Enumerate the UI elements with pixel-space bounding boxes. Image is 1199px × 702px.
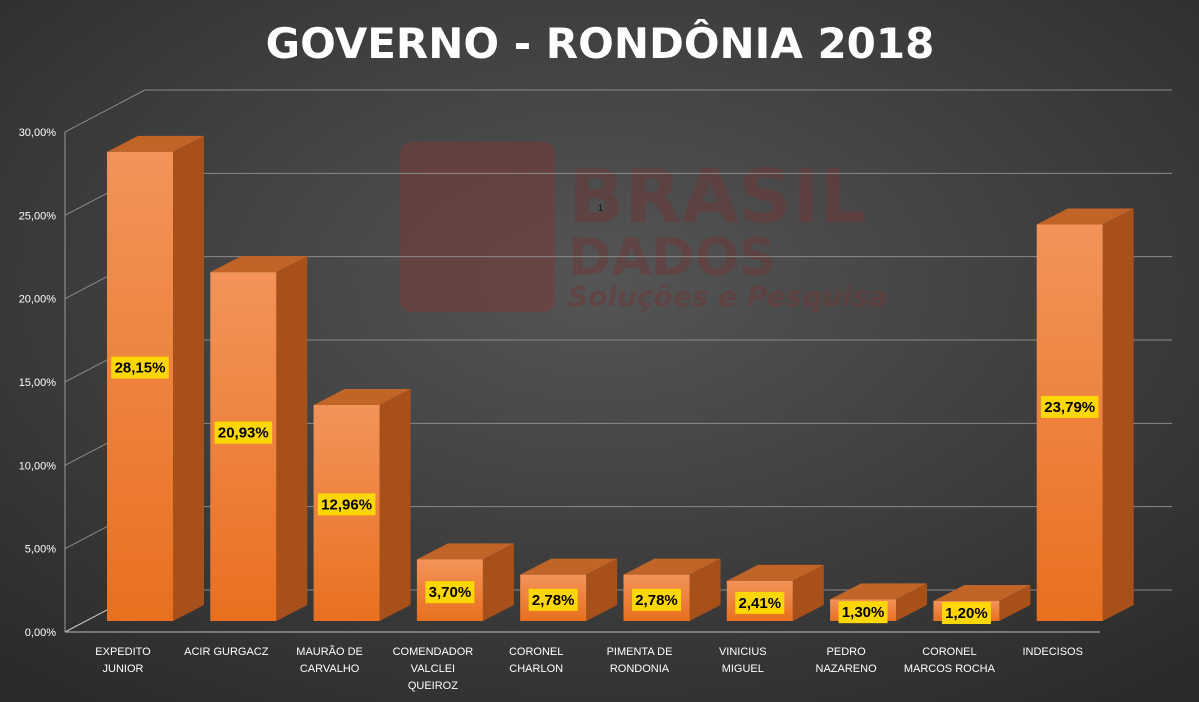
data-label-bg [1040, 395, 1099, 418]
x-tick-label: MAURÃO DE [296, 645, 363, 658]
bar: 2,41% [726, 564, 824, 621]
bar-side [482, 543, 514, 621]
data-label-bg [632, 588, 681, 611]
watermark-line1: BRASIL [568, 154, 867, 240]
y-tick-label: 10,00% [19, 460, 57, 472]
data-label: 1,30% [842, 604, 885, 621]
bar: 1,30% [830, 583, 928, 624]
data-label: 3,70% [429, 584, 472, 601]
bar: 12,96% [313, 389, 411, 621]
data-label-bg [317, 493, 376, 516]
bar: 2,78% [520, 558, 618, 621]
x-tick-label: INDECISOS [1022, 646, 1083, 658]
data-label-bg [735, 591, 785, 614]
bar-front [210, 272, 277, 621]
y-axis: 0,00% 5,00% 10,00% 15,00% 20,00% 25,00% 30,00% [19, 127, 57, 639]
bar: 20,93% [210, 256, 308, 621]
watermark-line2: DADOS [568, 228, 776, 288]
y-tick-label: 15,00% [19, 377, 57, 389]
data-label-bg [111, 356, 169, 379]
bar-top [830, 583, 928, 600]
gridline-depth [64, 89, 146, 133]
bar-side [586, 558, 618, 621]
bar: 1,20% [933, 585, 1031, 624]
bar-top [210, 256, 308, 273]
data-label-bg [838, 601, 888, 624]
bar-top [416, 543, 514, 560]
data-label-bg [214, 421, 273, 444]
bar-side [1102, 208, 1134, 621]
y-tick-label: 0,00% [25, 627, 56, 639]
bar-top [933, 585, 1031, 601]
x-tick-label: PEDRO [827, 646, 867, 658]
bar-top [313, 389, 411, 405]
x-tick-label: RONDONIA [610, 663, 670, 675]
bar-top [107, 135, 204, 152]
x-tick-label: QUEIROZ [408, 680, 458, 692]
y-tick-label: 25,00% [19, 210, 57, 222]
x-axis: EXPEDITO JUNIOR ACIR GURGACZ MAURÃO DE CARVA… [95, 645, 1083, 692]
x-tick-label: JUNIOR [103, 663, 144, 675]
bar-side [276, 256, 308, 621]
bar: 3,70% [416, 543, 514, 621]
bar-front [107, 151, 173, 622]
bar-side [896, 583, 928, 621]
bar-top [726, 564, 824, 581]
data-label: 12,96% [321, 496, 372, 513]
x-tick-label: MIGUEL [722, 663, 764, 675]
x-tick-label: PIMENTA DE [607, 646, 673, 658]
bar-top [1036, 208, 1134, 225]
bar-front [1036, 224, 1103, 621]
y-tick-label: 20,00% [19, 294, 57, 306]
x-tick-label: EXPEDITO [95, 646, 151, 658]
data-label: 2,41% [739, 595, 782, 612]
watermark-logo: BRASIL DADOS Soluções e Pesquisa [400, 142, 887, 313]
y-tick-label: 5,00% [25, 544, 56, 556]
data-label: 1,20% [945, 605, 988, 622]
bar: 28,15% [107, 135, 204, 622]
data-label: 28,15% [115, 360, 166, 377]
data-label: 2,78% [635, 592, 678, 609]
x-tick-label: MARCOS ROCHA [904, 663, 996, 675]
bar-side [173, 135, 204, 622]
x-tick-label: VALCLEI [411, 663, 455, 675]
x-tick-label: NAZARENO [816, 663, 878, 675]
bar-side [792, 564, 824, 621]
data-label-bg [941, 602, 991, 624]
watermark-icon [400, 142, 555, 312]
stray-mark: 1 [598, 203, 603, 213]
data-label: 23,79% [1044, 399, 1095, 416]
x-tick-label: VINICIUS [719, 646, 767, 658]
bar-top [623, 558, 721, 575]
x-tick-label: ACIR GURGACZ [184, 646, 269, 658]
bars-layer: 28,15% 20,93% 12,96% 3,70% 2,78% 2,78% 2,41% 1,… [107, 135, 1134, 624]
x-tick-label: COMENDADOR [393, 646, 474, 658]
data-label-bg [425, 581, 475, 604]
data-label: 20,93% [218, 425, 269, 442]
bar: 2,78% [623, 558, 721, 621]
data-label: 2,78% [532, 592, 575, 609]
x-tick-label: CARVALHO [300, 663, 360, 675]
bar-side [379, 389, 411, 621]
data-label-bg [528, 588, 578, 611]
x-tick-label: CHARLON [509, 663, 563, 675]
x-tick-label: CORONEL [509, 646, 563, 658]
bar-side [689, 558, 721, 621]
bar: 23,79% [1036, 208, 1134, 621]
y-tick-label: 30,00% [19, 127, 57, 139]
bar-top [520, 558, 618, 575]
chart-title: GOVERNO - RONDÔNIA 2018 [266, 18, 935, 68]
watermark-line3: Soluções e Pesquisa [568, 280, 887, 313]
bar-side [999, 585, 1031, 621]
x-tick-label: CORONEL [922, 646, 976, 658]
